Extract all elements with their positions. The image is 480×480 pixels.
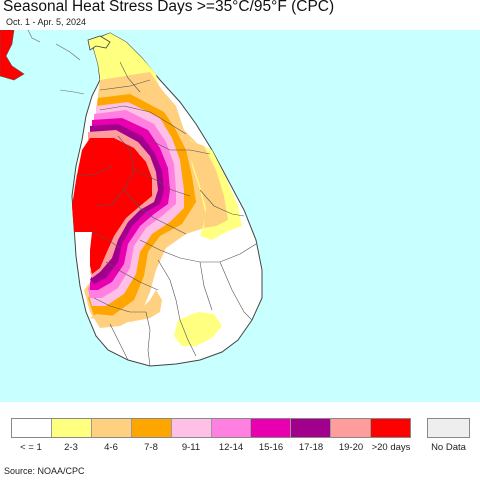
legend-swatch-2-3 — [51, 419, 92, 437]
zone-over-20 — [72, 138, 152, 274]
zone-4-6-south — [90, 290, 162, 322]
legend-label: 7-8 — [144, 442, 158, 453]
legend-label: 15-16 — [258, 442, 284, 453]
jaffna-outline — [87, 35, 111, 51]
legend-label: 9-11 — [181, 442, 201, 453]
source-credit: Source: NOAA/CPC — [4, 466, 85, 476]
legend-label: 17-18 — [298, 442, 324, 453]
legend-label: 19-20 — [338, 442, 364, 453]
legend-swatch-15-16 — [251, 419, 292, 437]
legend-color-bar — [11, 418, 411, 438]
legend-labels: < = 1 2-3 4-6 7-8 9-11 12-14 15-16 17-18… — [11, 442, 411, 453]
legend-swatch-9-11 — [171, 419, 212, 437]
legend-label: 12-14 — [218, 442, 244, 453]
legend-swatch-17-18 — [291, 419, 332, 437]
legend-swatch-le1 — [12, 419, 52, 437]
sri-lanka-heat-map — [0, 30, 480, 402]
zone-2-3-southeast — [174, 312, 222, 346]
legend-swatch-7-8 — [131, 419, 172, 437]
legend-swatch-12-14 — [211, 419, 252, 437]
india-landmass — [0, 30, 25, 81]
legend-label: 4-6 — [104, 442, 118, 453]
legend-label-no-data: No Data — [431, 442, 466, 453]
map-subtitle: Oct. 1 - Apr. 5, 2024 — [6, 17, 87, 27]
legend-swatch-gt20 — [371, 419, 411, 437]
legend-label: < = 1 — [20, 442, 42, 453]
legend-swatch-19-20 — [331, 419, 372, 437]
zone-4-6-east — [188, 140, 228, 228]
legend-label: 2-3 — [64, 442, 78, 453]
legend-label: >20 days — [371, 442, 411, 453]
legend-swatch-4-6 — [91, 419, 132, 437]
legend-swatch-no-data — [427, 418, 470, 438]
district-boundaries — [75, 61, 257, 367]
map-title: Seasonal Heat Stress Days >=35°C/95°F (C… — [3, 0, 335, 15]
